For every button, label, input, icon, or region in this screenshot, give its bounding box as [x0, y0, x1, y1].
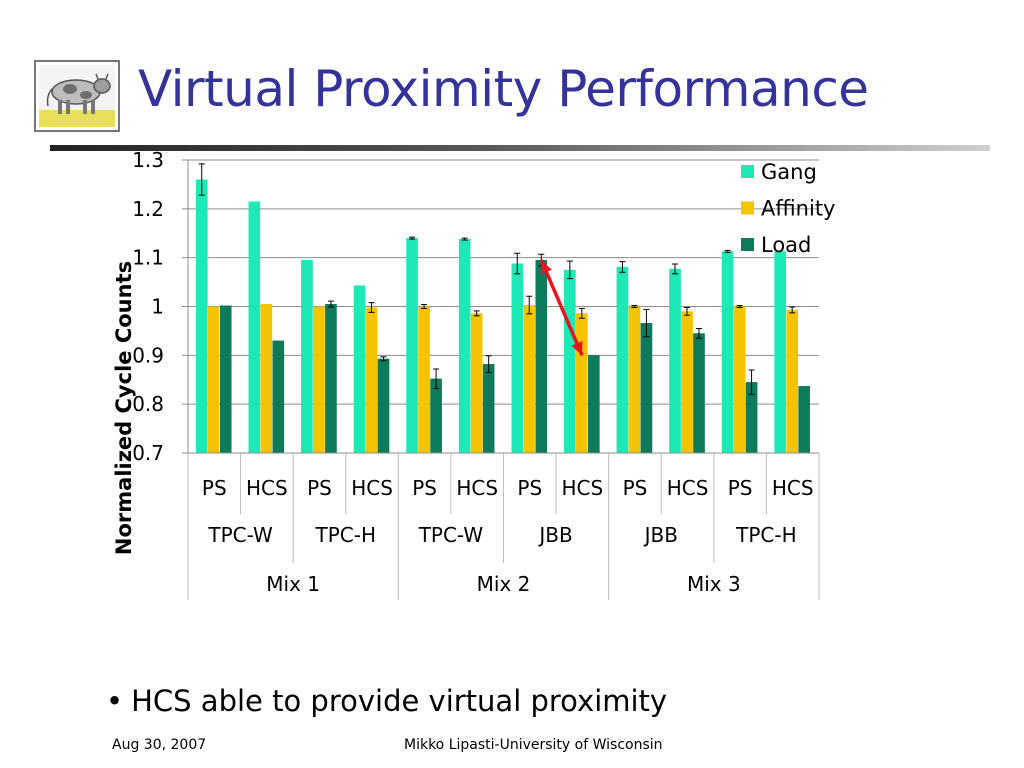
workload-label: JBB	[643, 523, 678, 547]
bullet-text: HCS able to provide virtual proximity	[131, 684, 668, 718]
workload-label: TPC-H	[735, 523, 797, 547]
footer-date: Aug 30, 2007	[112, 737, 207, 753]
bar-shade	[365, 307, 378, 453]
bar-shade	[406, 238, 418, 453]
legend-swatch-gang	[741, 165, 754, 178]
legend-label-affinity: Affinity	[761, 197, 835, 221]
category-label: PS	[412, 476, 437, 500]
bar-shade	[745, 382, 758, 453]
bar-shade	[470, 313, 483, 453]
bar-shade	[640, 323, 653, 453]
bullet-dot-icon: •	[106, 684, 124, 718]
cow-logo-icon	[34, 60, 120, 132]
category-label: HCS	[456, 476, 498, 500]
y-tick-label: 1.1	[132, 246, 164, 270]
title-rule	[50, 145, 990, 151]
bar-shade	[535, 260, 547, 453]
category-label: HCS	[562, 476, 604, 500]
mix-label: Mix 2	[477, 572, 531, 596]
annotation-arrow-line	[539, 259, 584, 357]
bar-shade	[248, 201, 261, 453]
bar-shade	[681, 311, 693, 453]
y-tick-label: 0.8	[132, 392, 164, 416]
bar-shade	[774, 251, 786, 453]
category-label: PS	[728, 476, 753, 500]
y-tick-label: 1	[151, 295, 164, 319]
category-label: HCS	[351, 476, 393, 500]
category-label: HCS	[667, 476, 709, 500]
bar-shade	[430, 378, 442, 453]
bar-shade	[313, 306, 325, 453]
workload-label: TPC-W	[418, 523, 484, 547]
footer-author: Mikko Lipasti-University of Wisconsin	[404, 737, 663, 753]
category-label: PS	[202, 476, 227, 500]
legend-swatch-load	[741, 238, 754, 251]
category-label: HCS	[246, 476, 288, 500]
legend-label-load: Load	[761, 233, 811, 257]
bar-shade	[272, 340, 285, 453]
bar-shade	[693, 333, 705, 453]
y-tick-label: 0.9	[132, 343, 164, 367]
bar-shade	[576, 313, 588, 453]
bar-shade	[721, 251, 734, 453]
bar-shade	[669, 268, 681, 453]
bar-shade	[301, 260, 313, 453]
category-label: PS	[517, 476, 542, 500]
bar-shade	[564, 269, 576, 453]
bar-shade	[798, 386, 810, 453]
workload-label: TPC-W	[207, 523, 273, 547]
legend-label-gang: Gang	[761, 160, 817, 184]
bar-shade	[511, 263, 523, 453]
bar-shade	[733, 306, 746, 453]
bar-shade	[786, 309, 798, 453]
y-axis-label: Normalized Cycle Counts	[112, 261, 136, 555]
bar-shade	[628, 306, 641, 453]
legend-swatch-affinity	[741, 201, 754, 215]
bar-shade	[260, 304, 273, 453]
bar-shade	[482, 364, 495, 453]
bar-shade	[208, 306, 220, 453]
category-label: PS	[307, 476, 332, 500]
bar-shade	[523, 305, 535, 453]
bullet-point: • HCS able to provide virtual proximity	[106, 684, 667, 718]
workload-label: JBB	[537, 523, 572, 547]
annotation-arrow-head	[571, 341, 583, 356]
category-label: HCS	[772, 476, 814, 500]
bar-shade	[588, 355, 600, 453]
annotation-arrow-head	[540, 260, 552, 275]
category-label: PS	[623, 476, 648, 500]
mix-label: Mix 1	[266, 572, 320, 596]
bar-shade	[353, 285, 366, 453]
mix-label: Mix 3	[687, 572, 741, 596]
bar-shade	[196, 179, 208, 454]
bar-shade	[616, 266, 629, 453]
bar-shade	[377, 358, 390, 453]
bar-shade	[220, 305, 232, 453]
y-tick-label: 0.7	[132, 441, 164, 465]
slide-title: Virtual Proximity Performance	[138, 60, 869, 118]
y-tick-label: 1.3	[132, 148, 164, 172]
bar-shade	[418, 306, 430, 453]
bar-shade	[458, 239, 471, 453]
bar-shade	[325, 304, 337, 453]
workload-label: TPC-H	[315, 523, 377, 547]
y-tick-label: 1.2	[132, 197, 164, 221]
